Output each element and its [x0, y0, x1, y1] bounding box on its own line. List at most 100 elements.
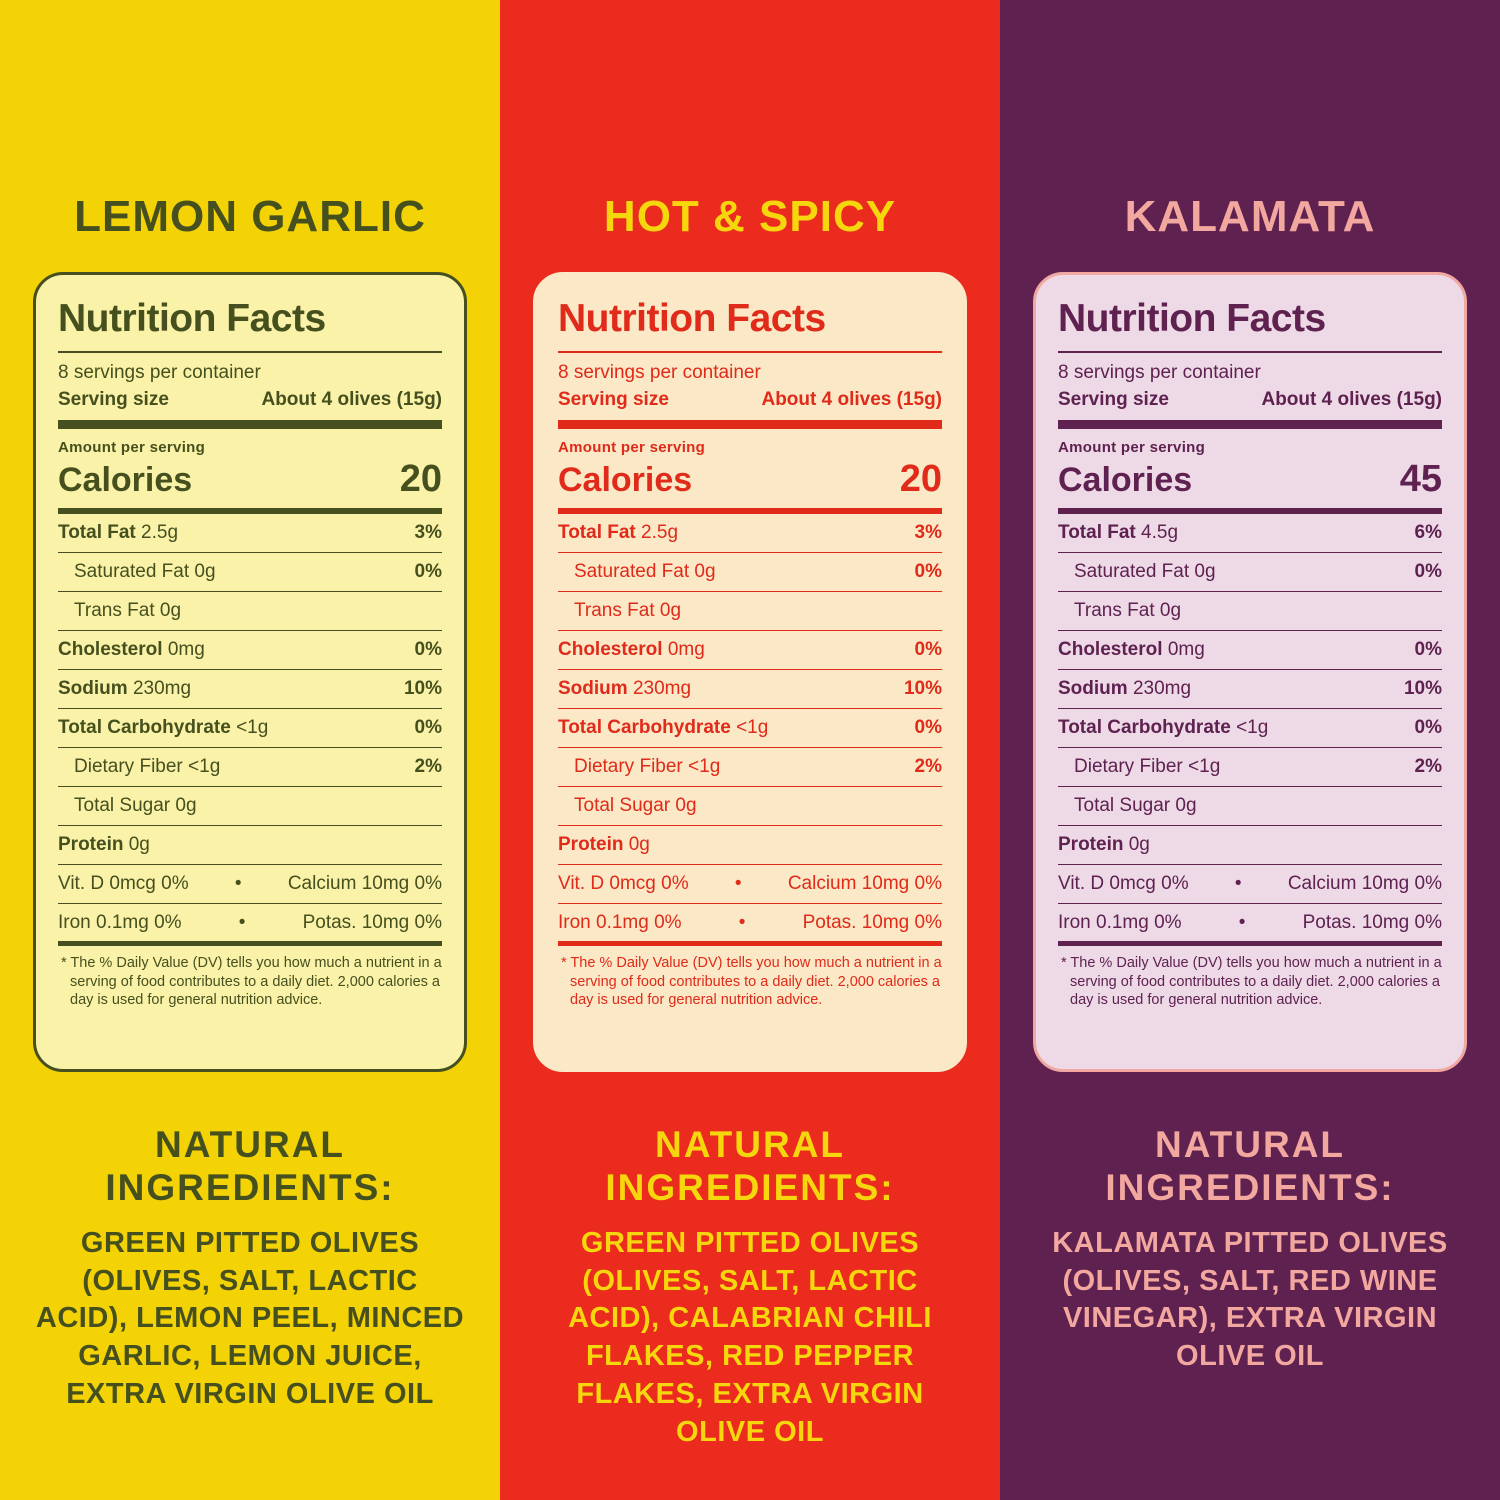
bullet-separator: • [1238, 912, 1246, 933]
nutrient-label: Dietary Fiber [1074, 756, 1183, 777]
calories-row: Calories 20 [558, 456, 942, 508]
serving-size-row: Serving size About 4 olives (15g) [58, 384, 442, 420]
nutrient-dv: 0% [414, 639, 442, 660]
divider-medium [1058, 508, 1442, 514]
nutrient-label: Total Carbohydrate [558, 717, 731, 738]
nutrient-row-total-sugar: Total Sugar 0g [1058, 787, 1442, 826]
micro-left: Vit. D 0mcg 0% [1058, 873, 1189, 894]
daily-value-footnote: * The % Daily Value (DV) tells you how m… [1061, 955, 1442, 1009]
flavor-title: HOT & SPICY [603, 192, 897, 241]
nutrient-row-total-carbohydrate: Total Carbohydrate <1g 0% [58, 709, 442, 748]
nutrient-amount: <1g [736, 717, 769, 738]
nutrient-dv: 2% [914, 756, 942, 777]
flavor-title: KALAMATA [1124, 192, 1376, 241]
nutrient-row-cholesterol: Cholesterol 0mg 0% [558, 631, 942, 670]
nutrient-amount: <1g [236, 717, 269, 738]
micronutrient-row-1: Vit. D 0mcg 0% • Calcium 10mg 0% [58, 865, 442, 904]
micro-left: Iron 0.1mg 0% [1058, 912, 1182, 933]
servings-per-container: 8 servings per container [558, 362, 761, 383]
nutrient-row-cholesterol: Cholesterol 0mg 0% [58, 631, 442, 670]
nutrient-label: Total Fat [1058, 522, 1136, 543]
nutrient-label: Protein [58, 834, 124, 855]
nutrient-row-total-carbohydrate: Total Carbohydrate <1g 0% [558, 709, 942, 748]
nutrient-amount: 230mg [632, 678, 692, 699]
nutrient-amount: 0g [1128, 834, 1150, 855]
calories-value: 20 [899, 458, 942, 500]
calories-row: Calories 45 [1058, 456, 1442, 508]
calories-value: 20 [399, 458, 442, 500]
nutrient-label: Cholesterol [558, 639, 663, 660]
nutrient-dv: 0% [1414, 717, 1442, 738]
nutrient-amount: 0mg [667, 639, 705, 660]
nutrient-label: Total Fat [558, 522, 636, 543]
bullet-separator: • [1234, 873, 1242, 894]
micro-right: Potas. 10mg 0% [1302, 912, 1442, 933]
nutrient-dv: 0% [414, 561, 442, 582]
micronutrient-row-2: Iron 0.1mg 0% • Potas. 10mg 0% [1058, 904, 1442, 942]
nutrition-facts-heading: Nutrition Facts [1058, 297, 1442, 353]
nutrient-row-sodium: Sodium 230mg 10% [558, 670, 942, 709]
nutrient-row-sodium: Sodium 230mg 10% [58, 670, 442, 709]
nutrient-row-trans-fat: Trans Fat 0g [1058, 592, 1442, 631]
nutrient-row-protein: Protein 0g [1058, 826, 1442, 865]
nutrient-label: Dietary Fiber [574, 756, 683, 777]
flavor-title: LEMON GARLIC [74, 192, 426, 241]
serving-size-label: Serving size [58, 389, 169, 410]
micro-left: Vit. D 0mcg 0% [558, 873, 689, 894]
nutrient-amount: 0g [175, 795, 197, 816]
nutrient-amount: 4.5g [1141, 522, 1179, 543]
nutrient-label: Protein [558, 834, 624, 855]
nutrient-amount: 2.5g [141, 522, 179, 543]
nutrient-row-protein: Protein 0g [558, 826, 942, 865]
amount-per-serving-label: Amount per serving [58, 439, 206, 456]
nutrient-amount: <1g [188, 756, 221, 777]
nutrient-dv: 10% [903, 678, 942, 699]
nutrient-dv: 0% [914, 639, 942, 660]
nutrient-label: Total Sugar [1074, 795, 1171, 816]
nutrient-dv: 0% [914, 717, 942, 738]
nutrient-row-saturated-fat: Saturated Fat 0g 0% [558, 553, 942, 592]
nutrient-amount: 0g [659, 600, 682, 621]
nutrient-label: Cholesterol [58, 639, 163, 660]
micronutrient-row-1: Vit. D 0mcg 0% • Calcium 10mg 0% [1058, 865, 1442, 904]
nutrient-amount: <1g [1236, 717, 1269, 738]
panel-kalamata: KALAMATA Nutrition Facts 8 servings per … [1000, 0, 1500, 1500]
nutrient-amount: 230mg [132, 678, 192, 699]
divider-thick [558, 420, 942, 429]
calories-label: Calories [58, 461, 193, 499]
ingredients-text: KALAMATA PITTED OLIVES (OLIVES, SALT, RE… [1052, 1227, 1448, 1373]
nutrient-row-total-sugar: Total Sugar 0g [58, 787, 442, 826]
panel-lemon-garlic: LEMON GARLIC Nutrition Facts 8 servings … [0, 0, 500, 1500]
divider-medium [558, 508, 942, 514]
divider-medium [58, 941, 442, 946]
natural-ingredients-heading: NATURAL INGREDIENTS: [605, 1124, 895, 1208]
nutrition-facts-heading: Nutrition Facts [58, 297, 442, 353]
micro-right: Calcium 10mg 0% [787, 873, 942, 894]
divider-thick [58, 420, 442, 429]
calories-value: 45 [1399, 458, 1442, 500]
nutrient-label: Trans Fat [574, 600, 655, 621]
nutrient-dv: 6% [1414, 522, 1442, 543]
nutrient-label: Total Carbohydrate [1058, 717, 1231, 738]
nutrient-dv: 0% [1414, 561, 1442, 582]
nutrient-label: Total Sugar [574, 795, 671, 816]
nutrient-row-total-carbohydrate: Total Carbohydrate <1g 0% [1058, 709, 1442, 748]
micro-right: Calcium 10mg 0% [1287, 873, 1442, 894]
nutrient-row-total-fat: Total Fat 2.5g 3% [558, 514, 942, 553]
nutrient-amount: 0g [628, 834, 650, 855]
nutrient-label: Cholesterol [1058, 639, 1163, 660]
nutrient-amount: <1g [688, 756, 721, 777]
micronutrient-row-2: Iron 0.1mg 0% • Potas. 10mg 0% [58, 904, 442, 942]
nutrient-dv: 0% [914, 561, 942, 582]
nutrient-row-cholesterol: Cholesterol 0mg 0% [1058, 631, 1442, 670]
nutrient-label: Saturated Fat [1074, 561, 1190, 582]
nutrient-label: Protein [1058, 834, 1124, 855]
nutrient-label: Sodium [558, 678, 628, 699]
nutrient-label: Saturated Fat [574, 561, 690, 582]
nutrient-row-saturated-fat: Saturated Fat 0g 0% [58, 553, 442, 592]
nutrient-label: Sodium [1058, 678, 1128, 699]
nutrient-dv: 10% [1403, 678, 1442, 699]
micro-left: Vit. D 0mcg 0% [58, 873, 189, 894]
nutrient-row-dietary-fiber: Dietary Fiber <1g 2% [58, 748, 442, 787]
servings-per-container: 8 servings per container [58, 362, 261, 383]
